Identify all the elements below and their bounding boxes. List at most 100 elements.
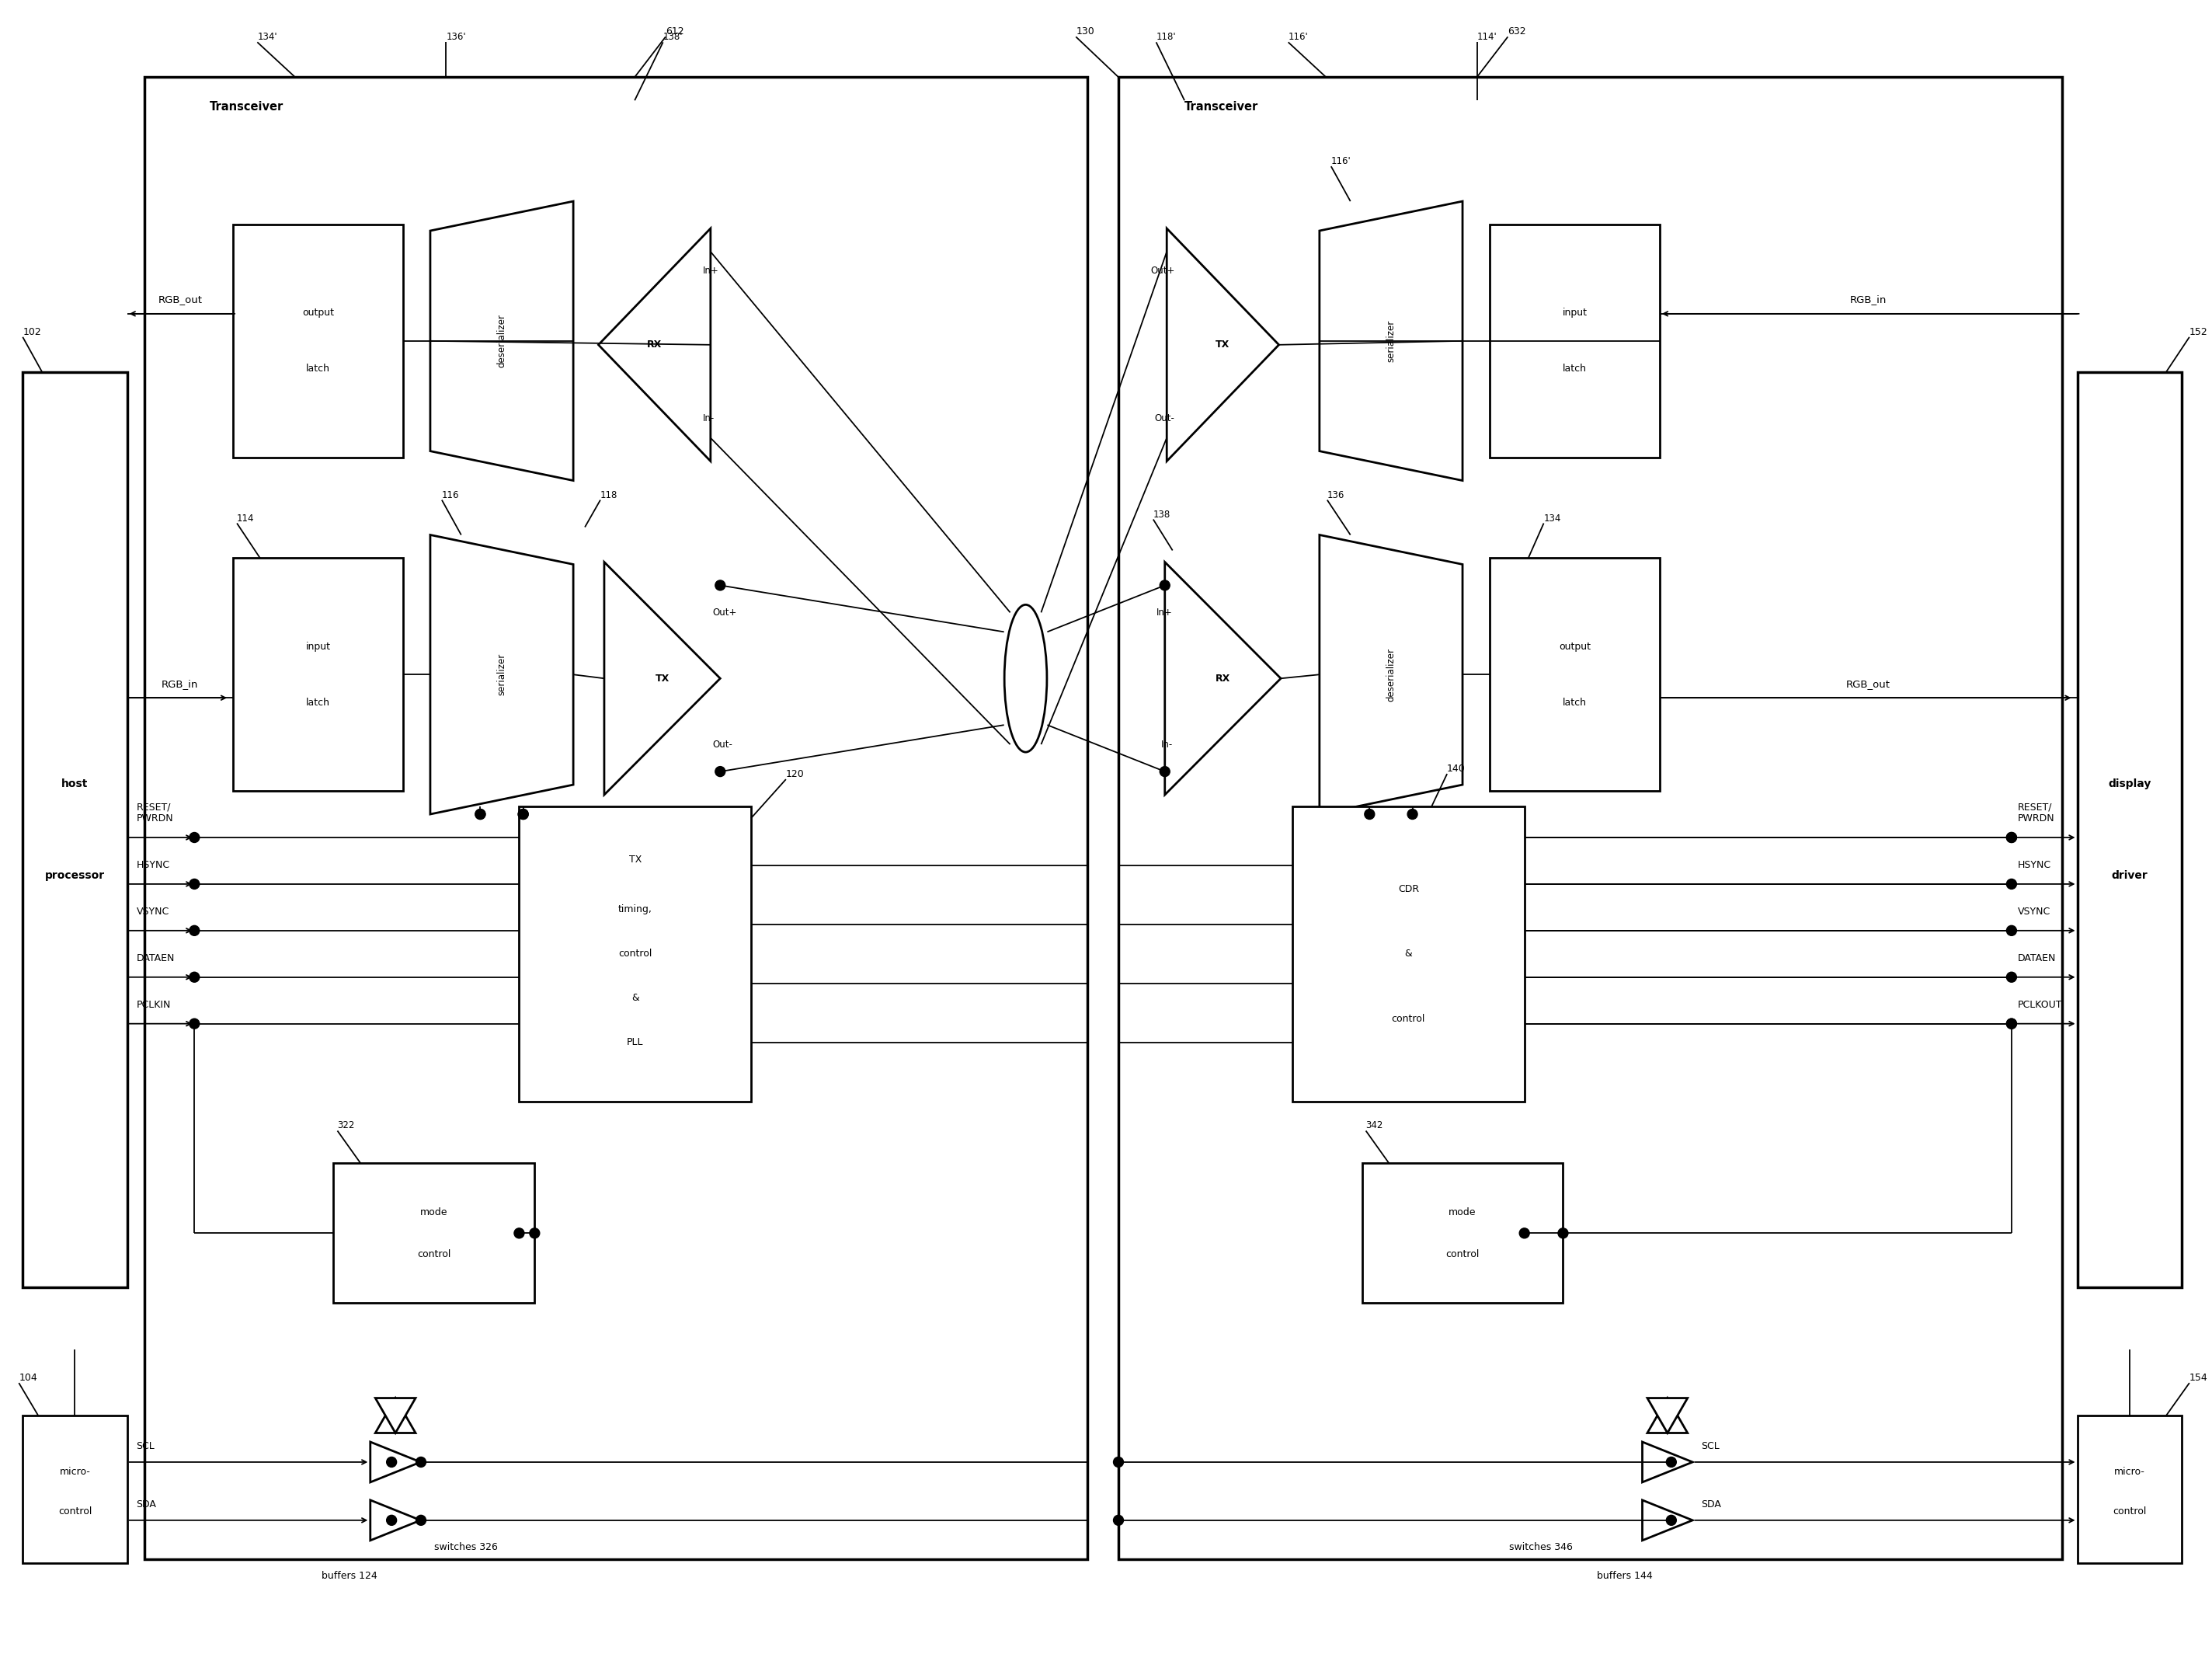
Text: serializer: serializer [498, 653, 507, 696]
Text: TX: TX [655, 673, 670, 683]
Text: RGB_in: RGB_in [1849, 294, 1887, 306]
Text: &: & [630, 993, 639, 1003]
Circle shape [529, 1227, 540, 1237]
Text: micro-: micro- [60, 1467, 91, 1477]
Circle shape [513, 1227, 524, 1237]
Text: SDA: SDA [1701, 1500, 1721, 1510]
Text: 116: 116 [442, 490, 460, 500]
Polygon shape [604, 561, 721, 796]
Text: RX: RX [646, 341, 661, 350]
Text: RESET/
PWRDN: RESET/ PWRDN [2017, 802, 2055, 824]
Text: Out-: Out- [712, 739, 732, 749]
Circle shape [190, 879, 199, 889]
Circle shape [1557, 1227, 1568, 1237]
Circle shape [1113, 1515, 1124, 1525]
Text: output: output [303, 307, 334, 317]
Text: RESET/
PWRDN: RESET/ PWRDN [137, 802, 173, 824]
Text: HSYNC: HSYNC [137, 860, 170, 870]
Text: 116': 116' [1287, 32, 1307, 42]
Bar [1363, 1163, 1564, 1302]
Text: latch: latch [305, 698, 330, 708]
Text: 102: 102 [22, 327, 42, 337]
Text: VSYNC: VSYNC [2017, 907, 2051, 917]
Circle shape [2006, 972, 2017, 982]
Text: 138': 138' [664, 32, 684, 42]
Circle shape [1159, 766, 1170, 777]
Text: timing,: timing, [617, 905, 653, 915]
Circle shape [476, 809, 484, 819]
Text: control: control [619, 948, 653, 958]
Text: 342: 342 [1365, 1121, 1382, 1131]
Circle shape [1159, 580, 1170, 590]
Circle shape [476, 809, 484, 819]
Text: display: display [2108, 779, 2150, 789]
Text: 118: 118 [599, 490, 617, 500]
Text: buffers 144: buffers 144 [1597, 1571, 1652, 1581]
Text: In+: In+ [703, 266, 719, 276]
Bar [520, 807, 752, 1101]
Circle shape [387, 1515, 396, 1525]
Polygon shape [1641, 1442, 1692, 1482]
Text: control: control [58, 1507, 91, 1516]
Text: TX: TX [628, 854, 641, 865]
Bar [1489, 558, 1659, 791]
Text: serializer: serializer [1387, 321, 1396, 362]
Polygon shape [1648, 1399, 1688, 1433]
Text: PLL: PLL [626, 1036, 644, 1048]
Text: 136': 136' [447, 32, 467, 42]
Circle shape [1113, 1457, 1124, 1467]
Text: RX: RX [1214, 673, 1230, 683]
Text: In-: In- [703, 414, 714, 424]
Text: host: host [62, 779, 88, 789]
Circle shape [518, 809, 529, 819]
Text: In+: In+ [1157, 608, 1172, 618]
Text: 118': 118' [1157, 32, 1177, 42]
Text: &: & [1405, 948, 1411, 958]
Text: switches 326: switches 326 [434, 1543, 498, 1553]
Circle shape [190, 832, 199, 842]
Circle shape [2006, 832, 2017, 842]
Text: VSYNC: VSYNC [137, 907, 168, 917]
Polygon shape [376, 1399, 416, 1433]
Text: control: control [2112, 1507, 2146, 1516]
Text: 154: 154 [2190, 1374, 2208, 1384]
Circle shape [190, 972, 199, 982]
Circle shape [1520, 1227, 1528, 1237]
Circle shape [714, 766, 726, 777]
Text: latch: latch [1562, 364, 1586, 374]
Bar [232, 558, 403, 791]
Text: deserializer: deserializer [1387, 648, 1396, 701]
Polygon shape [431, 535, 573, 814]
Circle shape [714, 580, 726, 590]
Text: 116': 116' [1332, 156, 1352, 166]
Text: 114': 114' [1478, 32, 1498, 42]
Text: TX: TX [1217, 341, 1230, 350]
Polygon shape [1166, 561, 1281, 796]
Text: processor: processor [44, 870, 104, 880]
Bar [232, 224, 403, 457]
Text: output: output [1559, 641, 1590, 651]
Circle shape [2006, 832, 2017, 842]
Text: 120: 120 [785, 769, 805, 779]
Text: control: control [418, 1249, 451, 1259]
Text: switches 346: switches 346 [1509, 1543, 1573, 1553]
Circle shape [387, 1457, 396, 1467]
Polygon shape [369, 1500, 420, 1540]
Text: In-: In- [1161, 739, 1172, 749]
Text: RGB_out: RGB_out [1847, 679, 1891, 689]
Circle shape [416, 1457, 427, 1467]
Bar [2077, 372, 2181, 1287]
Circle shape [1407, 809, 1418, 819]
Text: 322: 322 [338, 1121, 354, 1131]
Text: buffers 124: buffers 124 [321, 1571, 376, 1581]
Circle shape [2006, 925, 2017, 935]
Text: DATAEN: DATAEN [137, 953, 175, 963]
Bar [22, 1415, 126, 1563]
Text: mode: mode [420, 1208, 447, 1218]
Text: latch: latch [305, 364, 330, 374]
Circle shape [518, 809, 529, 819]
Circle shape [1365, 809, 1374, 819]
Text: 632: 632 [1509, 27, 1526, 37]
Text: SCL: SCL [1701, 1442, 1719, 1452]
Text: CDR: CDR [1398, 884, 1418, 894]
